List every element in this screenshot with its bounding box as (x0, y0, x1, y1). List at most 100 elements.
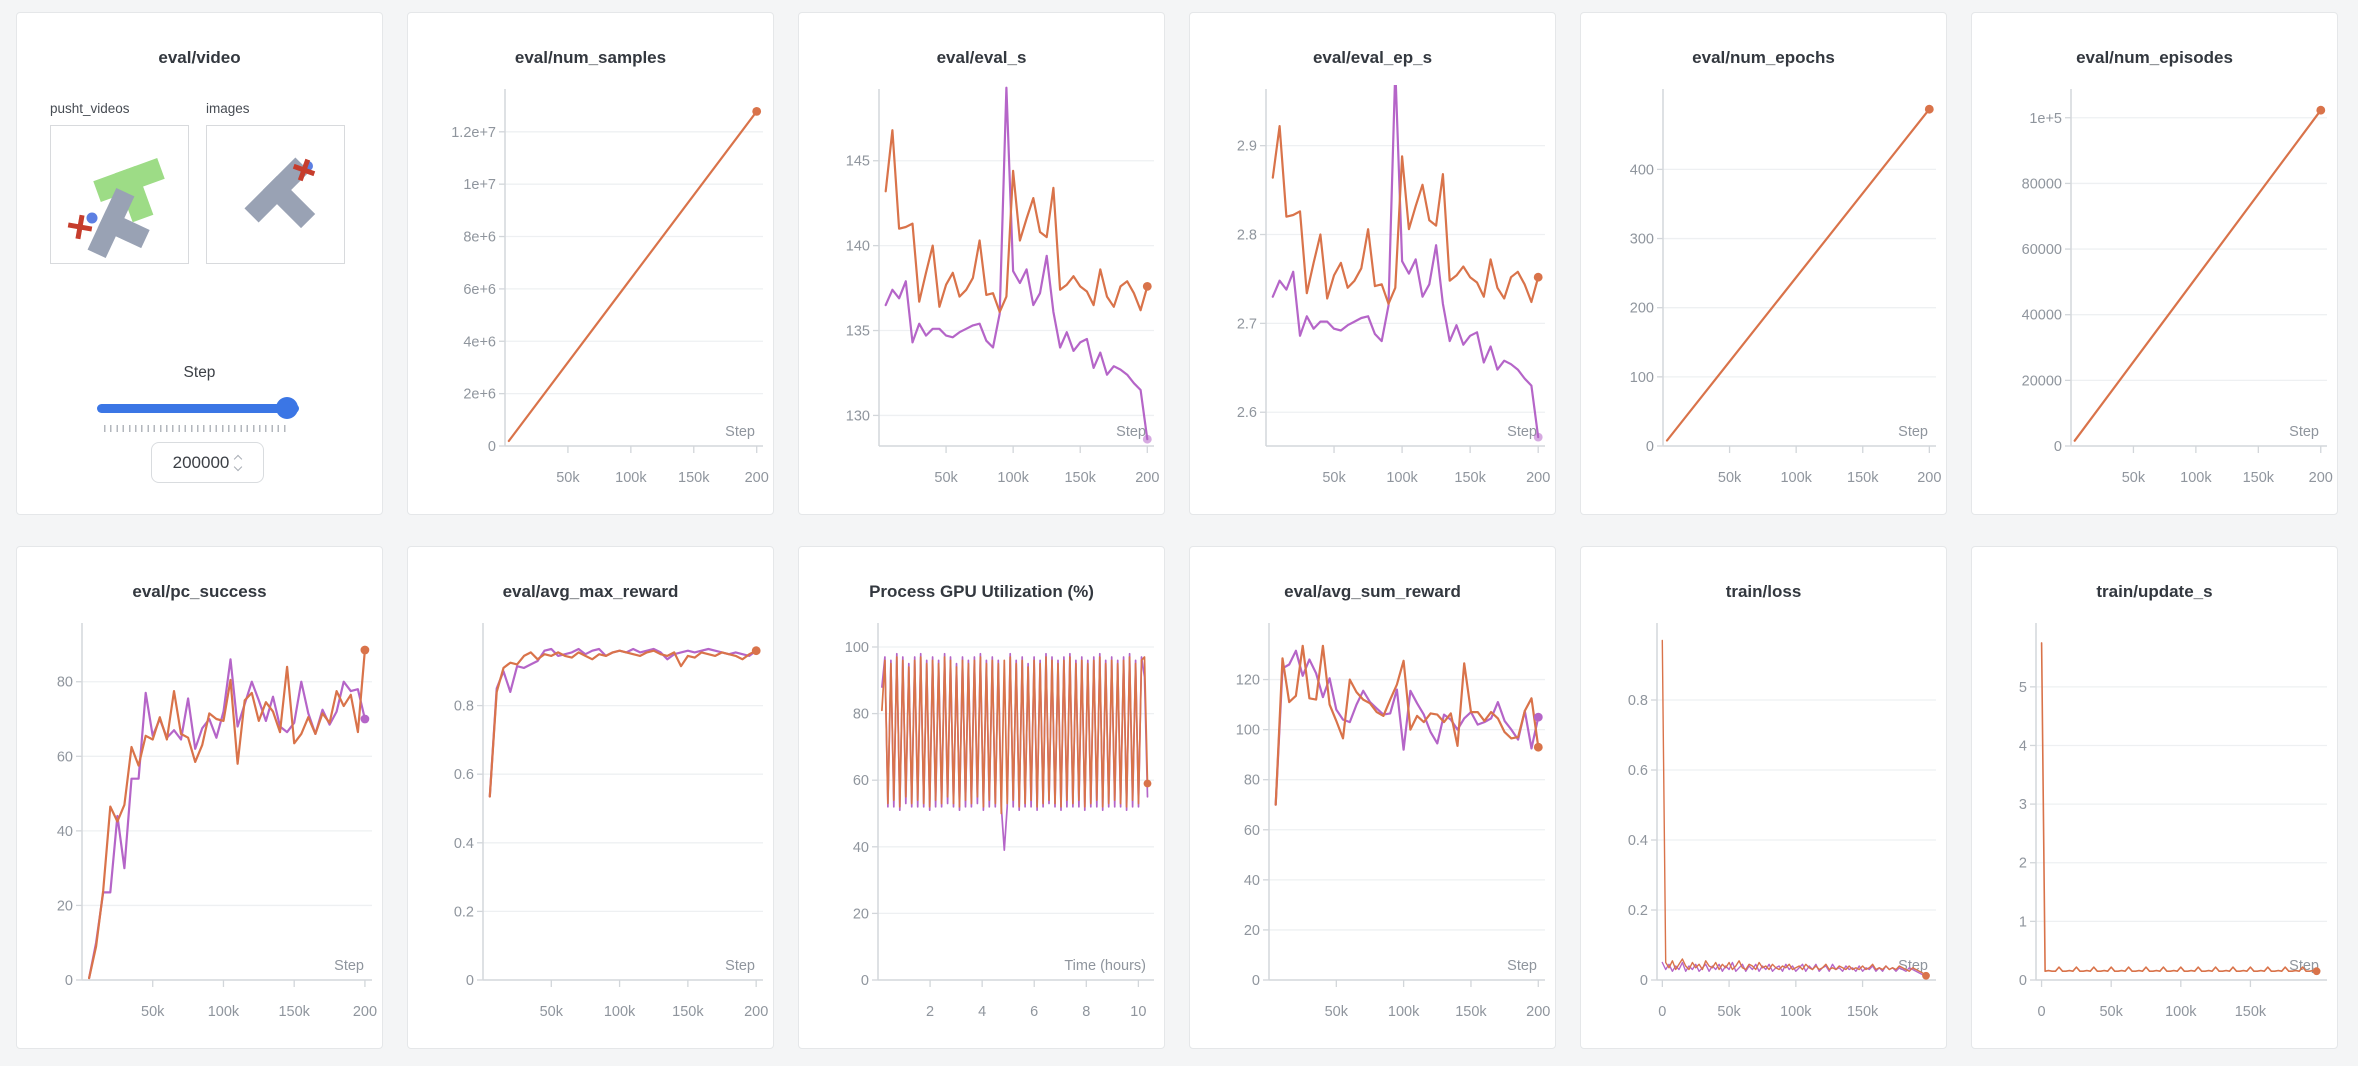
series-line-orange (2040, 642, 2318, 973)
chart-canvas[interactable]: 0 20 40 60 80 100 2 4 6 8 10 Time (hours) (799, 617, 1165, 1049)
chart-panel-eval-eval-ep-s[interactable]: eval/eval_ep_s 2.6 2.7 2.8 2.9 50k 100k 150k 200… (1189, 12, 1556, 515)
svg-text:60000: 60000 (2022, 242, 2062, 258)
x-axis-label: Step (725, 958, 755, 974)
svg-text:200: 200 (1526, 1004, 1550, 1020)
chart-canvas[interactable]: 0 20 40 60 80 50k 100k 150k 200 Step (17, 617, 383, 1049)
svg-text:0: 0 (1646, 439, 1654, 455)
series-line-purple (1271, 85, 1540, 439)
x-axis: 50k 100k 150k 200 Step (879, 424, 1159, 486)
svg-text:2.9: 2.9 (1237, 139, 1257, 155)
goal-t-shape (93, 158, 165, 223)
chart-canvas[interactable]: 0 100 200 300 400 50k 100k 150k 200 Step (1581, 83, 1947, 515)
slider-tick-marks (104, 425, 290, 432)
media-panel-title: eval/video (158, 48, 241, 67)
images-preview[interactable] (206, 125, 345, 264)
chart-panel-eval-avg-max-reward[interactable]: eval/avg_max_reward 0 0.2 0.4 0.6 0.8 50k 100k 1… (407, 546, 774, 1049)
slider-knob[interactable] (275, 397, 298, 419)
chart-canvas[interactable]: 130 135 140 145 50k 100k 150k 200 Step (799, 83, 1165, 515)
svg-text:0: 0 (2019, 973, 2027, 989)
end-point-dot-orange (1142, 282, 1152, 291)
y-axis: 2.6 2.7 2.8 2.9 (1237, 89, 1545, 446)
svg-text:2: 2 (2019, 856, 2027, 872)
media-thumb-pusht-videos: pusht_videos (50, 101, 189, 264)
chart-canvas[interactable]: 2.6 2.7 2.8 2.9 50k 100k 150k 200 Step (1190, 83, 1556, 515)
svg-text:80: 80 (1244, 773, 1260, 789)
svg-text:100: 100 (1630, 370, 1654, 386)
svg-text:0: 0 (466, 973, 474, 989)
series-group (1661, 639, 1927, 978)
y-axis: 0 20 40 60 80 100 120 (1236, 623, 1545, 989)
series-line-orange (1661, 639, 1927, 977)
svg-text:2: 2 (926, 1004, 934, 1020)
end-point-dot-purple (1533, 432, 1543, 442)
svg-text:60: 60 (57, 749, 73, 765)
step-slider-label: Step (183, 364, 216, 381)
slider-track[interactable] (97, 404, 299, 413)
svg-text:130: 130 (846, 408, 870, 424)
svg-text:0: 0 (1640, 973, 1648, 989)
end-point-dot-orange (1922, 971, 1930, 980)
svg-text:400: 400 (1630, 162, 1654, 178)
svg-text:0.8: 0.8 (1628, 693, 1648, 709)
series-line-purple (1274, 649, 1540, 806)
chart-canvas[interactable]: 0 20 40 60 80 100 120 50k 100k 150k 200 Step (1190, 617, 1556, 1049)
pusht-video-preview[interactable] (50, 125, 189, 264)
series-group (2073, 109, 2322, 442)
svg-text:100k: 100k (2165, 1004, 2197, 1020)
step-slider[interactable] (97, 397, 299, 422)
series-line-orange (1274, 644, 1540, 806)
agent-dot (86, 212, 98, 224)
svg-text:200: 200 (1526, 470, 1550, 486)
chart-canvas[interactable]: 0 0.2 0.4 0.6 0.8 0 50k 100k 150k Step (1581, 617, 1947, 1049)
svg-text:40: 40 (853, 840, 869, 856)
svg-text:80: 80 (853, 707, 869, 723)
svg-text:50k: 50k (1718, 470, 1742, 486)
chart-panel-train-loss[interactable]: train/loss 0 0.2 0.4 0.6 0.8 0 50k 100k 150k Step (1580, 546, 1947, 1049)
series-group (884, 86, 1149, 441)
series-group (2040, 642, 2318, 973)
chart-panel-eval-eval-s[interactable]: eval/eval_s 130 135 140 145 50k 100k 150k 200 Ste… (798, 12, 1165, 515)
end-point-dot-orange (752, 107, 762, 116)
chart-title: eval/eval_ep_s (1312, 48, 1433, 67)
svg-text:10: 10 (1130, 1004, 1146, 1020)
chart-title: train/update_s (2096, 582, 2213, 601)
step-input[interactable]: 200000 (151, 442, 264, 483)
chart-canvas[interactable]: 0 20000 40000 60000 80000 1e+5 50k 100k 150k 200 S… (1972, 83, 2338, 515)
svg-text:150k: 150k (672, 1004, 704, 1020)
svg-text:4e+6: 4e+6 (463, 334, 496, 350)
end-point-dot-purple (360, 714, 370, 724)
x-axis: 0 50k 100k 150k Step (1657, 958, 1936, 1020)
media-thumbnails: pusht_videos (50, 101, 352, 264)
svg-text:4: 4 (978, 1004, 986, 1020)
media-panel-eval-video[interactable]: eval/video pusht_videos (16, 12, 383, 515)
svg-text:50k: 50k (2099, 1004, 2123, 1020)
chart-panel-eval-pc-success[interactable]: eval/pc_success 0 20 40 60 80 50k 100k 150k 200 St… (16, 546, 383, 1049)
svg-text:0.4: 0.4 (454, 836, 474, 852)
svg-text:50k: 50k (1325, 1004, 1349, 1020)
svg-text:2e+6: 2e+6 (463, 387, 496, 403)
svg-text:8: 8 (1082, 1004, 1090, 1020)
chart-panel-train-update-s[interactable]: train/update_s 0 1 2 3 4 5 0 50k 100k 150k Step (1971, 546, 2338, 1049)
chart-canvas[interactable]: 0 0.2 0.4 0.6 0.8 50k 100k 150k 200 Step (408, 617, 774, 1049)
chart-panel-process-gpu-utilization[interactable]: Process GPU Utilization (%) 0 20 40 60 80 100 2… (798, 546, 1165, 1049)
x-axis-label: Step (1507, 424, 1537, 440)
svg-text:150k: 150k (2235, 1004, 2267, 1020)
chart-panel-eval-num-episodes[interactable]: eval/num_episodes 0 20000 40000 60000 80000 1e… (1971, 12, 2338, 515)
svg-text:150k: 150k (1064, 470, 1096, 486)
chart-panel-eval-num-samples[interactable]: eval/num_samples 0 2e+6 4e+6 6e+6 8e+6 1e+7 1.2… (407, 12, 774, 515)
svg-text:50k: 50k (556, 470, 580, 486)
svg-text:135: 135 (846, 324, 870, 340)
svg-text:200: 200 (1135, 470, 1159, 486)
svg-text:150k: 150k (1454, 470, 1486, 486)
series-line-purple (87, 658, 366, 980)
svg-text:100k: 100k (1388, 1004, 1420, 1020)
svg-text:140: 140 (846, 239, 870, 255)
increment-icon[interactable] (234, 454, 242, 462)
chart-canvas[interactable]: 0 2e+6 4e+6 6e+6 8e+6 1e+7 1.2e+7 50k 100k 150k 20… (408, 83, 774, 515)
chart-panel-eval-num-epochs[interactable]: eval/num_epochs 0 100 200 300 400 50k 100k 150k 2… (1580, 12, 1947, 515)
x-axis-label: Step (725, 424, 755, 440)
series-group (1271, 85, 1540, 439)
chart-panel-eval-avg-sum-reward[interactable]: eval/avg_sum_reward 0 20 40 60 80 100 120 50k 100… (1189, 546, 1556, 1049)
decrement-icon[interactable] (234, 464, 242, 472)
